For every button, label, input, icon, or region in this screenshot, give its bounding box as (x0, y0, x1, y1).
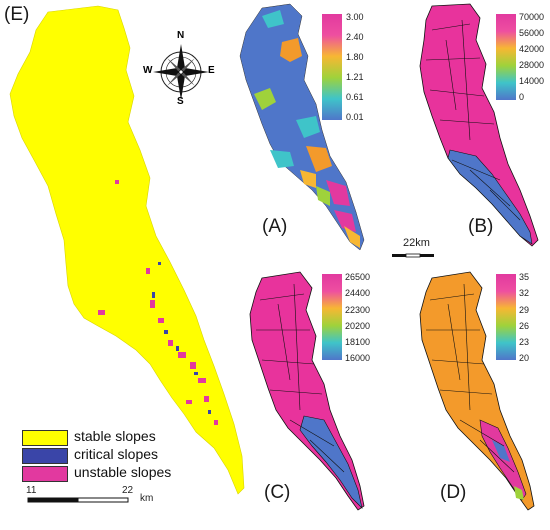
colorbar-a-tick: 2.40 (346, 32, 364, 42)
panel-label-d: (D) (440, 482, 467, 503)
scalebar-small (392, 253, 434, 258)
legend-swatch-stable (22, 430, 68, 446)
colorbar-d-tick: 26 (519, 321, 530, 331)
colorbar-c-tick: 16000 (345, 353, 371, 363)
colorbar-d (496, 274, 516, 360)
colorbar-d-tick: 23 (519, 337, 530, 347)
legend-label-stable: stable slopes (74, 428, 156, 444)
colorbar-b-tick: 14000 (519, 76, 545, 86)
colorbar-b-tick: 70000 (519, 12, 545, 22)
compass-w: W (143, 65, 153, 76)
scalebar-main-unit: km (140, 493, 154, 504)
colorbar-c-tick: 26500 (345, 272, 371, 282)
colorbar-a (322, 14, 342, 120)
scalebar-small-label: 22km (403, 237, 430, 249)
colorbar-b-tick: 56000 (519, 28, 545, 38)
colorbar-a-tick: 3.00 (346, 12, 364, 22)
map-e-region (9, 5, 245, 495)
colorbar-a-tick: 1.80 (346, 52, 364, 62)
colorbar-c-tick: 18100 (345, 337, 371, 347)
scalebar-main-right: 22 (122, 485, 134, 496)
colorbar-b-tick: 0 (519, 92, 525, 102)
colorbar-c-tick: 20200 (345, 321, 371, 331)
colorbar-d-tick: 35 (519, 272, 530, 282)
colorbar-d-tick: 29 (519, 305, 530, 315)
colorbar-d-tick: 32 (519, 288, 530, 298)
compass-s: S (177, 96, 184, 107)
colorbar-c-tick: 24400 (345, 288, 371, 298)
colorbar-c-tick: 22300 (345, 305, 371, 315)
colorbar-b (496, 14, 516, 100)
scalebar-main (27, 497, 129, 503)
map-e-critical-patches (152, 262, 211, 414)
legend-label-unstable: unstable slopes (74, 464, 172, 480)
colorbar-b-tick: 42000 (519, 44, 545, 54)
colorbar-a-tick: 0.01 (346, 112, 364, 122)
panel-label-e: (E) (4, 4, 30, 25)
legend-label-critical: critical slopes (74, 446, 159, 462)
colorbar-a-tick: 1.21 (346, 72, 364, 82)
colorbar-a-tick: 0.61 (346, 92, 364, 102)
scalebar-main-left: 11 (26, 485, 37, 496)
colorbar-d-tick: 20 (519, 353, 530, 363)
compass-n: N (177, 30, 185, 41)
compass-e: E (208, 65, 215, 76)
map-e-unstable-patches (98, 180, 218, 425)
colorbar-c (322, 274, 342, 360)
colorbar-b-tick: 28000 (519, 60, 545, 70)
legend-swatch-unstable (22, 466, 68, 482)
compass-rose-icon (153, 44, 209, 100)
panel-label-c: (C) (264, 482, 291, 503)
panel-label-b: (B) (468, 216, 494, 237)
legend-swatch-critical (22, 448, 68, 464)
panel-label-a: (A) (262, 216, 288, 237)
